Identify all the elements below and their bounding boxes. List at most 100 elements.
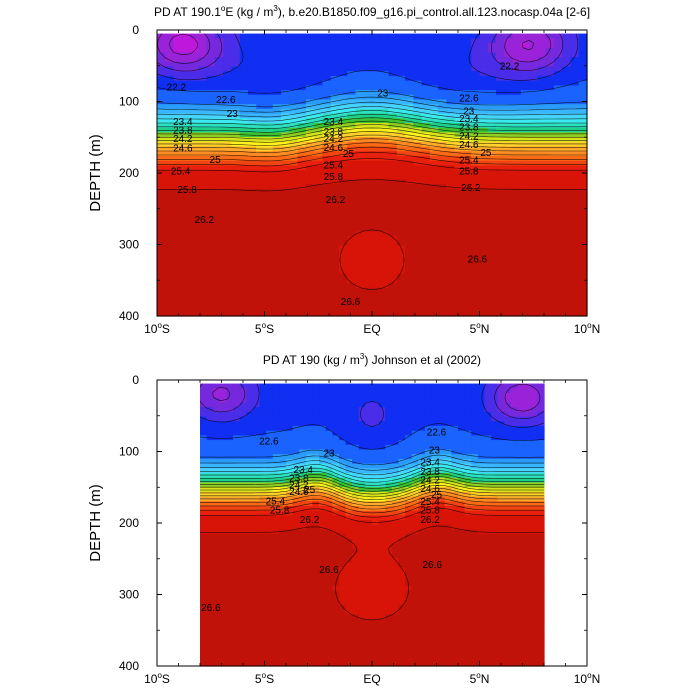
contour-line bbox=[157, 146, 587, 162]
contour-fill-cell bbox=[537, 42, 547, 49]
contour-fill-cell bbox=[233, 567, 241, 573]
contour-fill-cell bbox=[578, 259, 588, 265]
contour-fill-cell bbox=[206, 90, 216, 96]
contour-fill-cell bbox=[496, 71, 505, 77]
contour-fill-cell bbox=[396, 264, 406, 270]
contour-fill-cell bbox=[385, 505, 393, 512]
contour-fill-cell bbox=[157, 132, 166, 138]
contour-fill-cell bbox=[319, 661, 327, 667]
contour-fill-cell bbox=[281, 42, 290, 49]
contour-fill-cell bbox=[355, 203, 365, 209]
contour-fill-cell bbox=[537, 38, 547, 44]
contour-fill-cell bbox=[496, 170, 505, 176]
contour-fill-cell bbox=[292, 548, 300, 554]
contour-fill-cell bbox=[529, 104, 538, 110]
contour-fill-cell bbox=[252, 628, 261, 634]
contour-fill-cell bbox=[292, 590, 300, 596]
contour-fill-cell bbox=[247, 123, 257, 129]
contour-fill-cell bbox=[239, 515, 247, 521]
contour-fill-cell bbox=[286, 609, 294, 615]
contour-fill-cell bbox=[190, 250, 199, 256]
contour-fill-cell bbox=[338, 104, 348, 110]
contour-fill-cell bbox=[471, 226, 481, 232]
contour-fill-cell bbox=[570, 198, 580, 204]
contour-fill-cell bbox=[380, 207, 390, 214]
contour-fill-cell bbox=[219, 576, 228, 582]
contour-fill-cell bbox=[233, 534, 241, 540]
contour-fill-cell bbox=[305, 292, 315, 298]
contour-fill-cell bbox=[372, 57, 381, 63]
contour-fill-cell bbox=[562, 193, 572, 199]
contour-fill-cell bbox=[330, 184, 340, 190]
contour-fill-cell bbox=[446, 292, 456, 298]
contour-fill-cell bbox=[520, 52, 530, 58]
contour-fill-cell bbox=[405, 264, 414, 270]
contour-fill-cell bbox=[570, 268, 580, 275]
contour-fill-cell bbox=[213, 571, 221, 578]
contour-fill-cell bbox=[332, 571, 340, 578]
contour-fill-cell bbox=[314, 254, 323, 261]
contour-fill-cell bbox=[537, 132, 547, 138]
contour-fill-cell bbox=[504, 141, 514, 148]
contour-fill-cell bbox=[355, 250, 365, 256]
contour-fill-cell bbox=[487, 259, 497, 265]
contour-fill-cell bbox=[570, 264, 580, 270]
contour-fill-cell bbox=[206, 491, 214, 498]
contour-fill-cell bbox=[578, 137, 588, 143]
contour-fill-cell bbox=[378, 520, 386, 526]
contour-fill-cell bbox=[380, 193, 390, 199]
contour-fill-cell bbox=[372, 179, 381, 185]
contour-lines bbox=[156, 33, 588, 290]
contour-fill-cell bbox=[239, 609, 247, 615]
contour-fill-cell bbox=[213, 590, 221, 596]
contour-fill-cell bbox=[537, 137, 547, 143]
contour-fill-cell bbox=[358, 383, 366, 389]
contour-fill-cell bbox=[299, 633, 307, 639]
contour-fill-cell bbox=[330, 137, 340, 143]
contour-fill-cell bbox=[332, 440, 340, 446]
contour-fill-cell bbox=[256, 80, 266, 86]
contour-fill-cell bbox=[206, 108, 216, 115]
contour-fill-cell bbox=[504, 235, 514, 242]
contour-fill-cell bbox=[214, 85, 224, 91]
contour-fill-cell bbox=[200, 618, 208, 625]
contour-fill-cell bbox=[347, 259, 357, 265]
contour-fill-cell bbox=[512, 292, 522, 298]
contour-fill-cell bbox=[338, 557, 347, 564]
contour-fill-cell bbox=[299, 505, 307, 512]
contour-fill-cell bbox=[233, 524, 241, 531]
contour-fill-cell bbox=[289, 188, 299, 195]
contour-fill-cell bbox=[385, 430, 393, 436]
contour-fill-cell bbox=[206, 245, 216, 251]
contour-fill-cell bbox=[165, 226, 175, 232]
contour-fill-cell bbox=[396, 155, 406, 162]
contour-fill-cell bbox=[322, 188, 332, 195]
contour-fill-cell bbox=[372, 633, 380, 639]
contour-fill-cell bbox=[223, 245, 233, 251]
contour-fill-cell bbox=[529, 71, 538, 77]
contour-fill-cell bbox=[520, 90, 530, 96]
contour-fill-cell bbox=[553, 141, 563, 148]
contour-fill-cell bbox=[319, 633, 327, 639]
contour-fill-cell bbox=[413, 292, 423, 298]
contour-fill-cell bbox=[338, 287, 348, 294]
contour-fill-cell bbox=[520, 38, 530, 44]
contour-fill-cell bbox=[223, 99, 233, 105]
contour-fill-cell bbox=[289, 231, 299, 237]
contour-fill-cell bbox=[363, 170, 373, 176]
contour-fill-cell bbox=[537, 85, 547, 91]
contour-fill-cell bbox=[396, 137, 406, 143]
contour-fill-cell bbox=[305, 651, 314, 658]
contour-fill-cell bbox=[219, 407, 228, 413]
contour-fill-cell bbox=[214, 61, 224, 68]
contour-fill-cell bbox=[578, 132, 588, 138]
contour-fill-cell bbox=[332, 496, 340, 502]
contour-fill-cell bbox=[372, 595, 380, 601]
contour-fill-cell bbox=[347, 203, 357, 209]
contour-fill-cell bbox=[332, 595, 340, 601]
contour-fill-cell bbox=[332, 633, 340, 639]
contour-fill-cell bbox=[358, 557, 366, 564]
contour-fill-cell bbox=[289, 245, 299, 251]
contour-fill-cell bbox=[553, 94, 563, 101]
contour-fill-cell bbox=[322, 278, 332, 284]
